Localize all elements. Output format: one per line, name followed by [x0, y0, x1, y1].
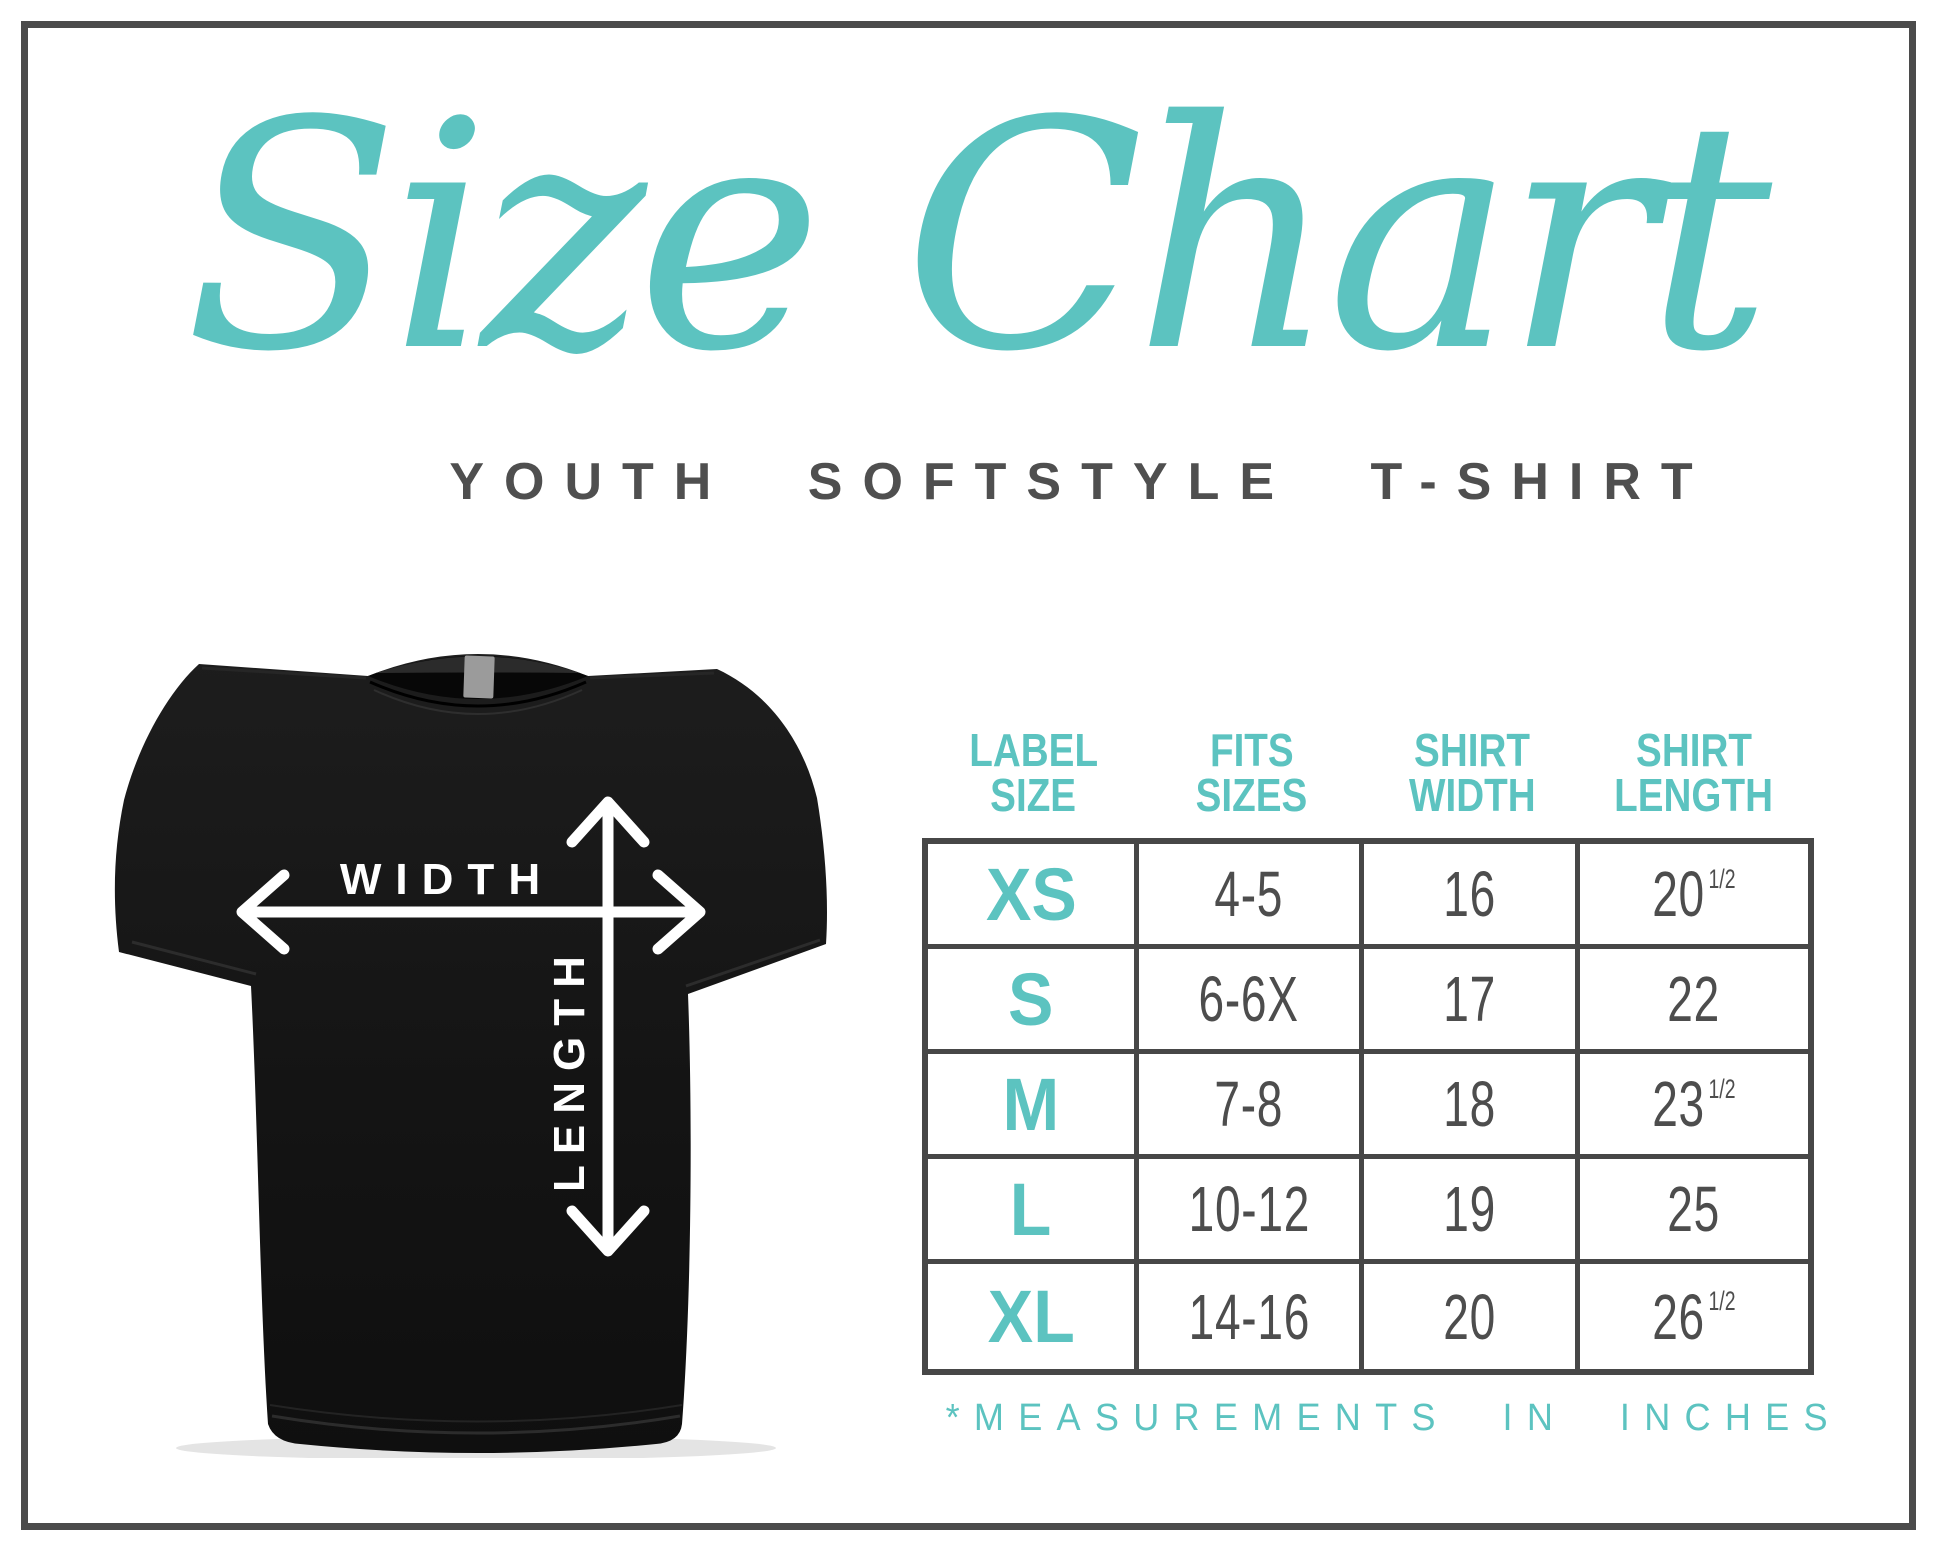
shirt-length-value: 20 1/2	[1652, 858, 1736, 930]
shirt-width-value: 17	[1443, 963, 1496, 1035]
poster-subtitle: YOUTH SOFTSTYLE T-SHIRT	[449, 453, 1713, 511]
table-cell-label-s: S	[928, 949, 1139, 1054]
width-label: WIDTH	[340, 855, 554, 904]
table-cell-fits: 6-6X	[1139, 949, 1364, 1054]
size-label: L	[1010, 1167, 1052, 1251]
table-cell-shirt-width: 16	[1364, 844, 1580, 949]
fraction-superscript: 1/2	[1708, 1073, 1736, 1104]
column-header-sizes: FITS SIZES	[1139, 724, 1364, 821]
table-cell-shirt-length: 26 1/2	[1580, 1264, 1808, 1369]
table-cell-shirt-length: 20 1/2	[1580, 844, 1808, 949]
table-cell-shirt-length: 25	[1580, 1159, 1808, 1264]
width-arrow	[236, 869, 706, 955]
table-cell-label-xs: XS	[928, 844, 1139, 949]
size-label: S	[1008, 957, 1054, 1041]
table-cell-shirt-length: 23 1/2	[1580, 1054, 1808, 1159]
size-table: XS 4-5 16 20 1/2 S 6-6X 17 22 M 7-8 18 23 1/2 L 10-12 19…	[922, 838, 1814, 1375]
shirt-length-value: 26 1/2	[1652, 1280, 1736, 1353]
measurements-footnote: *MEASUREMENTS IN INCHES	[922, 1397, 1828, 1440]
shirt-width-value: 19	[1443, 1173, 1496, 1245]
length-arrow	[566, 796, 650, 1257]
column-header-line2: WIDTH	[1408, 769, 1536, 821]
table-cell-shirt-width: 19	[1364, 1159, 1580, 1264]
table-cell-label-m: M	[928, 1054, 1139, 1159]
table-cell-fits: 14-16	[1139, 1264, 1364, 1369]
size-label: XS	[985, 852, 1077, 936]
neck-tag	[463, 655, 495, 699]
fits-value: 10-12	[1188, 1173, 1310, 1245]
size-table-section: LABEL SIZE FITS SIZES SHIRT WIDTH SHIRT LENGTH …	[922, 724, 1828, 1440]
table-cell-shirt-width: 18	[1364, 1054, 1580, 1159]
shirt-width-value: 16	[1443, 858, 1496, 930]
column-header-size: LABEL SIZE	[928, 724, 1139, 821]
left-cuff-seam	[131, 940, 257, 976]
column-header-line1: SHIRT	[1414, 724, 1530, 776]
table-cell-label-xl: XL	[928, 1264, 1139, 1369]
table-cell-shirt-width: 17	[1364, 949, 1580, 1054]
shirt-width-value: 20	[1443, 1280, 1496, 1353]
tshirt-measurement-diagram: WIDTH LENGTH	[76, 626, 832, 1460]
column-header-line1: LABEL	[969, 724, 1098, 776]
left-shoulder-seam	[201, 666, 367, 680]
column-header-length: SHIRT LENGTH	[1580, 724, 1808, 821]
tshirt-photo-illustration: WIDTH LENGTH	[114, 654, 827, 1460]
size-table-header-row: LABEL SIZE FITS SIZES SHIRT WIDTH SHIRT LENGTH	[928, 724, 1808, 821]
table-cell-shirt-length: 22	[1580, 949, 1808, 1054]
collar-rib-seam	[373, 689, 583, 715]
column-header-width: SHIRT WIDTH	[1364, 724, 1580, 821]
table-cell-shirt-width: 20	[1364, 1264, 1580, 1369]
poster-title: Size Chart	[184, 55, 1772, 421]
length-label: LENGTH	[545, 945, 594, 1192]
measurements-footnote-text: *MEASUREMENTS IN INCHES	[945, 1397, 1842, 1439]
fits-value: 4-5	[1214, 858, 1284, 930]
shirt-length-value: 25	[1667, 1173, 1721, 1245]
shirt-length-value: 23 1/2	[1652, 1068, 1736, 1140]
right-shoulder-seam	[589, 671, 715, 680]
table-cell-label-l: L	[928, 1159, 1139, 1264]
table-cell-fits: 10-12	[1139, 1159, 1364, 1264]
size-label: M	[1002, 1062, 1060, 1146]
column-header-line2: SIZES	[1195, 769, 1308, 821]
table-cell-fits: 7-8	[1139, 1054, 1364, 1159]
hem-seam-2	[269, 1404, 683, 1423]
fits-value: 7-8	[1214, 1068, 1284, 1140]
fits-value: 14-16	[1188, 1280, 1310, 1353]
size-label: XL	[987, 1275, 1075, 1358]
fraction-superscript: 1/2	[1708, 1286, 1736, 1317]
table-cell-fits: 4-5	[1139, 844, 1364, 949]
right-cuff-seam	[685, 938, 821, 988]
column-header-line2: LENGTH	[1614, 769, 1774, 821]
column-header-line1: SHIRT	[1636, 724, 1752, 776]
tshirt-silhouette	[114, 654, 827, 1453]
hem-seam	[271, 1414, 681, 1435]
column-header-line2: SIZE	[990, 769, 1077, 821]
shirt-width-value: 18	[1443, 1068, 1496, 1140]
column-header-line1: FITS	[1209, 724, 1294, 776]
collar-seam	[369, 680, 587, 708]
shirt-length-value: 22	[1667, 963, 1721, 1035]
fits-value: 6-6X	[1198, 963, 1300, 1035]
fraction-superscript: 1/2	[1708, 863, 1736, 894]
